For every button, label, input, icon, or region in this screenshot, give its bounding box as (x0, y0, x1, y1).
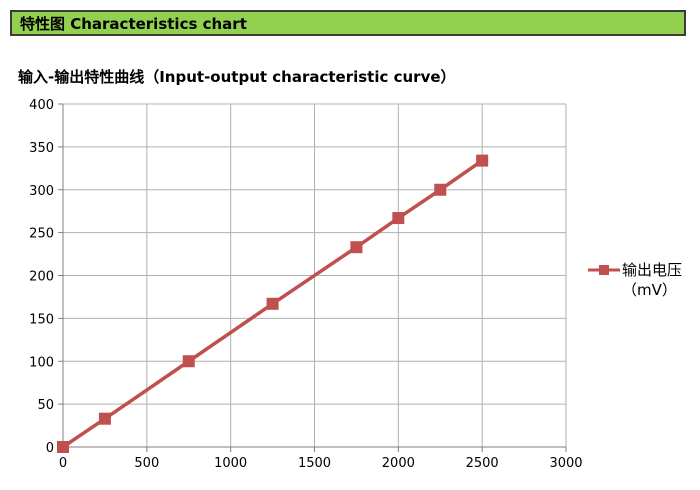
chart-title: 输入-输出特性曲线（Input-output characteristic cu… (18, 68, 456, 86)
data-point-marker (434, 183, 447, 196)
legend: 输出电压（mV） (588, 260, 698, 300)
y-tick-label: 350 (29, 141, 54, 156)
y-tick-label: 100 (29, 355, 54, 370)
x-tick-label: 1000 (214, 456, 247, 471)
y-tick-label: 0 (46, 441, 54, 456)
data-point-marker (98, 412, 111, 425)
header-title: 特性图 Characteristics chart (20, 14, 247, 33)
data-point-marker (182, 355, 195, 368)
legend-swatch (588, 265, 620, 275)
y-tick-label: 50 (37, 398, 54, 413)
x-tick-label: 3000 (549, 456, 582, 471)
series-line (62, 159, 484, 449)
data-point-marker (392, 212, 405, 225)
data-point-marker (476, 154, 489, 167)
y-tick-label: 200 (29, 270, 54, 285)
legend-label: 输出电压（mV） (622, 261, 683, 299)
x-tick-label: 1500 (298, 456, 331, 471)
chart-header: 特性图 Characteristics chart (10, 10, 686, 36)
x-tick-label: 2500 (466, 456, 499, 471)
y-tick-label: 400 (29, 98, 54, 113)
x-tick-label: 500 (134, 456, 159, 471)
data-point-marker (266, 297, 279, 310)
y-tick-label: 250 (29, 227, 54, 242)
y-tick-label: 300 (29, 184, 54, 199)
x-tick-label: 2000 (382, 456, 415, 471)
y-tick-label: 150 (29, 312, 54, 327)
x-tick-label: 0 (59, 456, 67, 471)
data-point-marker (350, 241, 363, 254)
data-point-marker (57, 441, 69, 453)
